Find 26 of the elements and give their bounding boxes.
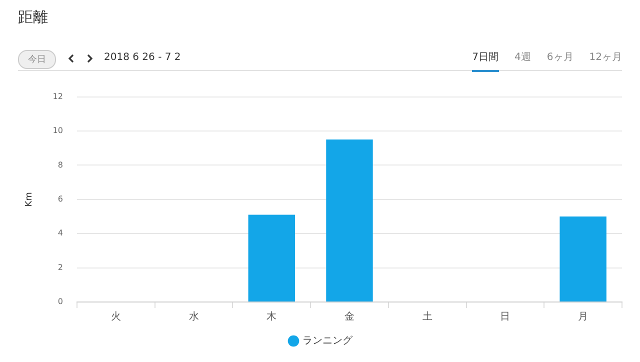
chart-subtitle: 2018 6 26 - 7 2: [104, 52, 181, 63]
text: 今日: [18, 50, 56, 69]
text: 6ヶ月: [546, 51, 574, 65]
text: 7日間: [472, 50, 499, 72]
x-tick-label: 土: [422, 310, 432, 323]
x-tick-label: 水: [188, 310, 199, 323]
legend-label: ランニング: [302, 336, 354, 347]
x-tick-label: 木: [266, 310, 277, 323]
text: 4週: [514, 51, 531, 65]
chart-title: 距離: [18, 8, 48, 27]
y-axis-title: Km: [24, 192, 35, 207]
y-tick-label: 4: [58, 228, 63, 238]
y-tick-label: 10: [52, 126, 63, 136]
bar: [326, 140, 373, 302]
text: 12ヶ月: [589, 51, 622, 65]
y-tick-label: 2: [58, 262, 63, 272]
x-tick-label: 日: [500, 312, 510, 323]
x-tick-label: 月: [578, 312, 588, 323]
y-tick-label: 6: [58, 194, 63, 204]
bar: [248, 214, 295, 302]
bar: [560, 216, 606, 302]
x-tick-label: 金: [344, 310, 354, 323]
y-tick-label: 12: [52, 92, 63, 101]
y-tick-label: 8: [58, 160, 63, 170]
x-tick-label: 火: [110, 310, 121, 323]
y-tick-label: 0: [58, 297, 63, 306]
